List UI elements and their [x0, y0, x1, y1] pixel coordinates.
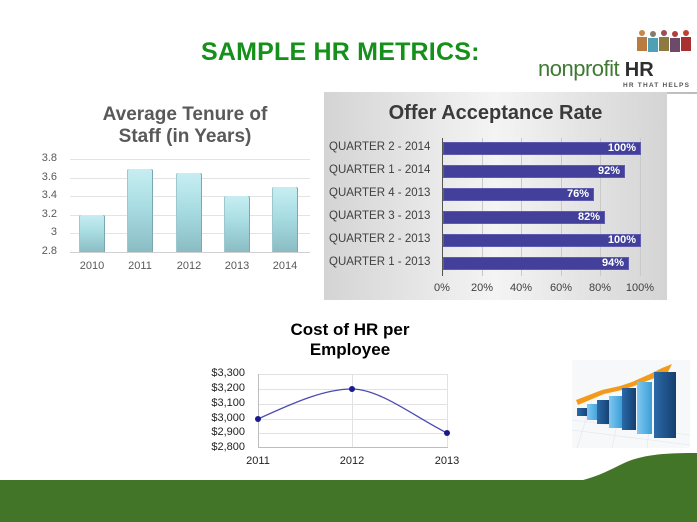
- cost-title-line2: Employee: [309, 339, 391, 359]
- offer-bar-q2-2014: 100%: [443, 142, 641, 155]
- tenure-bar-2014: [272, 187, 298, 252]
- offer-bar-q1-2014: 92%: [443, 165, 625, 178]
- y-tick: 3.6: [41, 171, 57, 183]
- tenure-bar-2010: [79, 215, 105, 252]
- y-tick: 3.4: [41, 189, 57, 201]
- bar-value-label: 94%: [601, 257, 624, 269]
- x-tick: 2013: [224, 260, 250, 272]
- offer-acceptance-chart: Offer Acceptance Rate QUARTER 2 - 2014 Q…: [324, 92, 667, 300]
- tenure-bar-2011: [127, 169, 153, 252]
- gridline: [70, 159, 310, 160]
- logo-nonprofit-text: nonprofit: [538, 56, 620, 81]
- x-tick: 80%: [588, 282, 612, 294]
- gridline: [640, 138, 641, 276]
- x-tick: 2010: [79, 260, 105, 272]
- y-tick: 3.2: [41, 208, 57, 220]
- gridline: [600, 138, 601, 276]
- logo-hr-text: HR: [624, 59, 654, 81]
- y-tick: $2,900: [211, 426, 245, 438]
- category-label: QUARTER 1 - 2014: [329, 164, 431, 176]
- category-label: QUARTER 4 - 2013: [329, 187, 431, 199]
- bar-value-label: 100%: [607, 234, 636, 246]
- y-tick: $3,000: [211, 412, 245, 424]
- tenure-chart: Average Tenure of Staff (in Years) 3.8 3…: [0, 0, 320, 290]
- offer-bar-q4-2013: 76%: [443, 188, 594, 201]
- x-tick: 40%: [509, 282, 533, 294]
- offer-bar-q2-2013: 100%: [443, 234, 641, 247]
- y-tick: $3,300: [211, 367, 245, 379]
- y-axis-line: [442, 138, 443, 276]
- y-tick: 3: [50, 226, 57, 238]
- people-group-icon: [637, 30, 691, 52]
- x-tick: 100%: [625, 282, 655, 294]
- slide-title: SAMPLE HR METRICS:: [201, 38, 480, 66]
- gridline: [561, 138, 562, 276]
- offer-bar-q3-2013: 82%: [443, 211, 605, 224]
- gridline: [521, 138, 522, 276]
- rising-bar-chart-with-arrow-icon: [572, 360, 690, 448]
- x-tick: 2011: [128, 260, 152, 272]
- category-label: QUARTER 2 - 2013: [329, 233, 431, 245]
- bar-value-label: 92%: [597, 165, 620, 177]
- y-tick: $3,200: [211, 382, 245, 394]
- bar-value-label: 82%: [577, 211, 600, 223]
- x-tick: 60%: [549, 282, 573, 294]
- logo-tagline: HR THAT HELPS: [623, 82, 691, 89]
- tenure-bar-2013: [224, 196, 250, 252]
- bar-value-label: 76%: [566, 188, 589, 200]
- nonprofit-hr-logo: nonprofit HR HR THAT HELPS: [534, 28, 697, 94]
- cost-line-plot: [255, 374, 450, 448]
- x-tick: 2014: [272, 260, 298, 272]
- tenure-title-line2: Staff (in Years): [118, 125, 252, 147]
- offer-bar-q1-2013: 94%: [443, 257, 629, 270]
- logo-wordmark: nonprofit HR: [538, 56, 654, 82]
- y-tick: $3,100: [211, 397, 245, 409]
- footer-wave: [540, 453, 697, 485]
- x-tick: 2012: [176, 260, 202, 272]
- footer-band: [0, 480, 697, 522]
- gridline: [482, 138, 483, 276]
- offer-chart-title: Offer Acceptance Rate: [388, 102, 603, 124]
- category-label: QUARTER 1 - 2013: [329, 256, 431, 268]
- x-axis-line: [70, 252, 310, 253]
- y-tick: 3.8: [41, 152, 57, 164]
- tenure-bar-2012: [176, 173, 202, 252]
- tenure-title-line1: Average Tenure of: [102, 104, 268, 125]
- category-label: QUARTER 3 - 2013: [329, 210, 431, 222]
- cost-title-line1: Cost of HR per: [290, 320, 410, 339]
- cost-chart-title: Cost of HR per Employee: [250, 320, 450, 359]
- x-tick: 0%: [434, 282, 450, 294]
- bar-value-label: 100%: [607, 142, 636, 154]
- x-tick: 20%: [470, 282, 494, 294]
- tenure-chart-title: Average Tenure of Staff (in Years): [60, 104, 310, 148]
- y-tick: 2.8: [41, 245, 57, 257]
- category-label: QUARTER 2 - 2014: [329, 141, 431, 153]
